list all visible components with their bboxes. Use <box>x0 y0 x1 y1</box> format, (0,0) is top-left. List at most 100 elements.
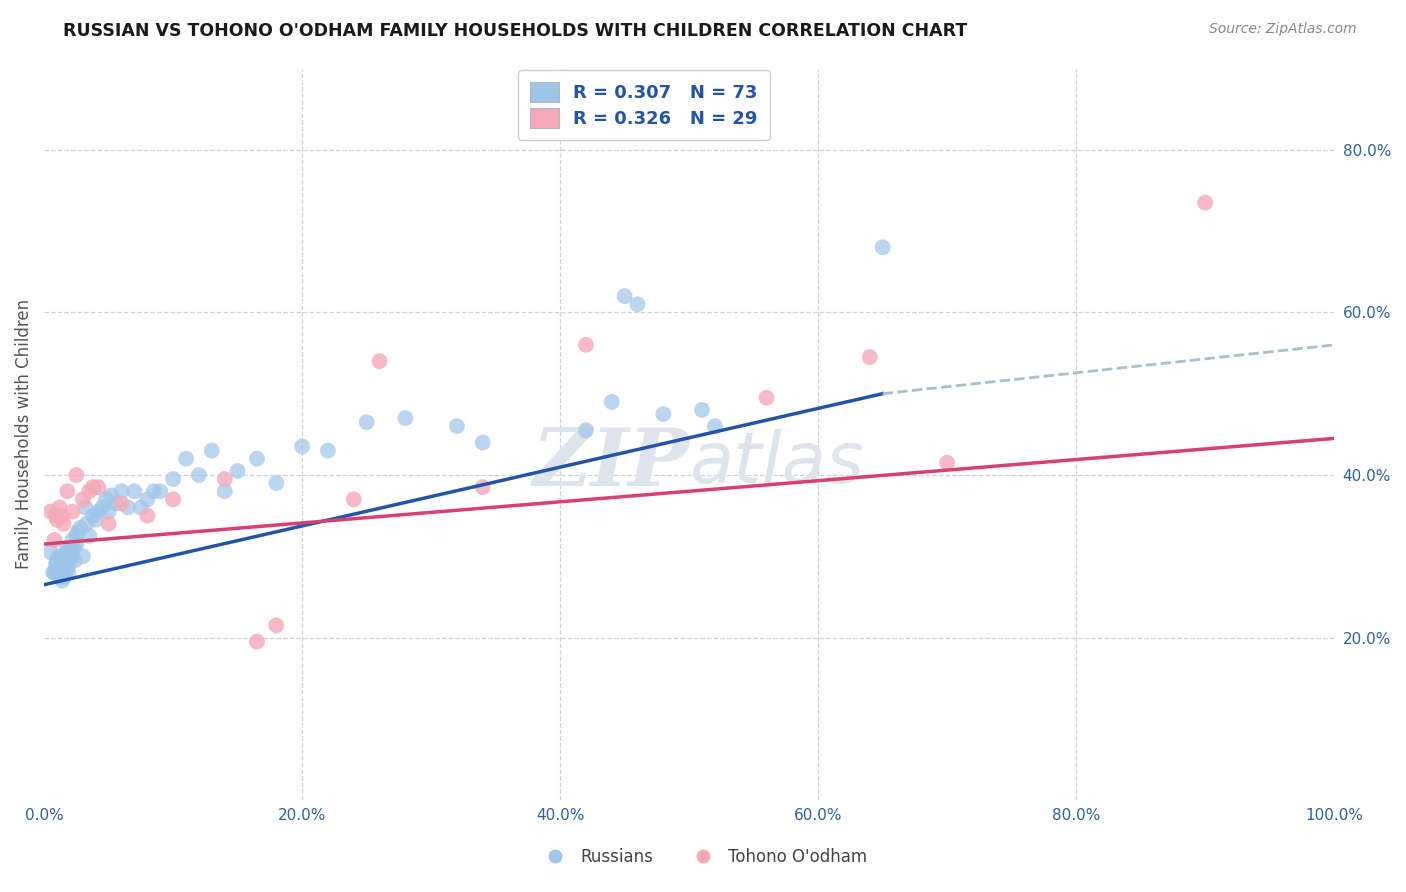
Point <box>94 492 117 507</box>
Point <box>65 537 87 551</box>
Point <box>214 484 236 499</box>
Point <box>49 569 72 583</box>
Point <box>110 484 132 499</box>
Point <box>87 504 110 518</box>
Point <box>100 488 122 502</box>
Text: Source: ZipAtlas.com: Source: ZipAtlas.com <box>1209 22 1357 37</box>
Point <box>859 350 882 364</box>
Point <box>59 553 82 567</box>
Point <box>52 516 75 531</box>
Point <box>72 492 94 507</box>
Point <box>55 553 77 567</box>
Point <box>368 354 391 368</box>
Point <box>129 500 152 515</box>
Point <box>471 480 494 494</box>
Point <box>201 443 224 458</box>
Point <box>46 513 69 527</box>
Point <box>142 484 165 499</box>
Point <box>46 566 69 580</box>
Point <box>117 500 139 515</box>
Point <box>51 574 73 588</box>
Point <box>690 403 713 417</box>
Point <box>266 476 288 491</box>
Point <box>652 407 675 421</box>
Point <box>626 297 648 311</box>
Point <box>600 394 623 409</box>
Point <box>58 566 80 580</box>
Point <box>575 423 598 437</box>
Point <box>55 545 77 559</box>
Point <box>214 472 236 486</box>
Point <box>39 504 62 518</box>
Point <box>97 516 120 531</box>
Point <box>56 484 79 499</box>
Point <box>62 533 84 547</box>
Point <box>75 500 97 515</box>
Point <box>53 549 76 564</box>
Point <box>77 484 100 499</box>
Point <box>56 541 79 556</box>
Point <box>291 440 314 454</box>
Point <box>110 496 132 510</box>
Point <box>52 553 75 567</box>
Point <box>246 451 269 466</box>
Point <box>124 484 146 499</box>
Point <box>39 545 62 559</box>
Point <box>246 634 269 648</box>
Point <box>51 508 73 523</box>
Point <box>936 456 959 470</box>
Point <box>56 561 79 575</box>
Point <box>162 472 184 486</box>
Text: ZIP: ZIP <box>533 425 689 502</box>
Point <box>266 618 288 632</box>
Point <box>1194 195 1216 210</box>
Point <box>48 569 70 583</box>
Text: atlas: atlas <box>689 429 863 498</box>
Point <box>52 561 75 575</box>
Point <box>84 513 107 527</box>
Point <box>471 435 494 450</box>
Point <box>174 451 197 466</box>
Y-axis label: Family Households with Children: Family Households with Children <box>15 300 32 569</box>
Point <box>187 467 209 482</box>
Point <box>69 521 91 535</box>
Point <box>91 500 114 515</box>
Point <box>46 549 69 564</box>
Point <box>44 566 66 580</box>
Point <box>226 464 249 478</box>
Point <box>72 549 94 564</box>
Point <box>42 566 65 580</box>
Point <box>53 569 76 583</box>
Point <box>87 480 110 494</box>
Point <box>82 508 104 523</box>
Point <box>63 553 86 567</box>
Point <box>356 415 378 429</box>
Point <box>136 508 159 523</box>
Point <box>613 289 636 303</box>
Point <box>104 496 127 510</box>
Point <box>60 549 83 564</box>
Point <box>48 566 70 580</box>
Point <box>575 338 598 352</box>
Point <box>66 524 89 539</box>
Point <box>76 516 98 531</box>
Point <box>446 419 468 434</box>
Point <box>62 541 84 556</box>
Point <box>872 240 894 254</box>
Point <box>49 558 72 572</box>
Point <box>316 443 339 458</box>
Point <box>62 504 84 518</box>
Point <box>136 492 159 507</box>
Point <box>343 492 366 507</box>
Point <box>755 391 778 405</box>
Text: RUSSIAN VS TOHONO O'ODHAM FAMILY HOUSEHOLDS WITH CHILDREN CORRELATION CHART: RUSSIAN VS TOHONO O'ODHAM FAMILY HOUSEHO… <box>63 22 967 40</box>
Legend: R = 0.307   N = 73, R = 0.326   N = 29: R = 0.307 N = 73, R = 0.326 N = 29 <box>519 70 769 140</box>
Point <box>45 508 67 523</box>
Legend: Russians, Tohono O'odham: Russians, Tohono O'odham <box>531 842 875 873</box>
Point <box>77 529 100 543</box>
Point <box>59 541 82 556</box>
Point <box>394 411 416 425</box>
Point <box>162 492 184 507</box>
Point <box>46 553 69 567</box>
Point <box>48 500 70 515</box>
